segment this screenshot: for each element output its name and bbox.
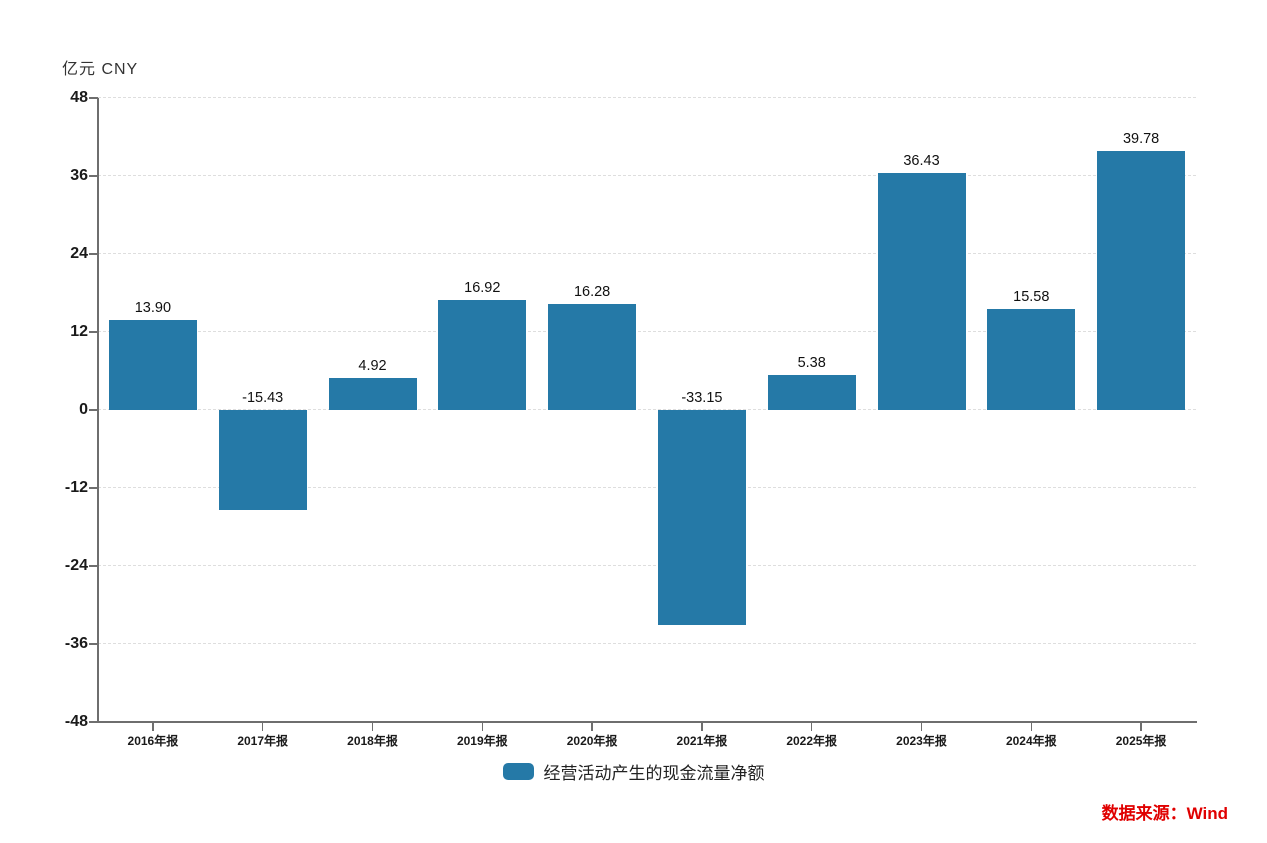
x-axis-tick	[1140, 723, 1142, 731]
bar-value-label: 36.43	[903, 153, 940, 170]
legend[interactable]: 经营活动产生的现金流量净额	[0, 759, 1267, 784]
bar[interactable]	[328, 378, 417, 410]
bar-value-label: -33.15	[681, 390, 723, 406]
y-axis-tick-label: -48	[64, 713, 88, 730]
x-axis-tick-label: 2019年报	[456, 734, 508, 748]
x-axis-tick	[591, 723, 593, 731]
x-axis-tick	[152, 723, 154, 731]
x-axis-tick	[810, 723, 813, 731]
gridline	[98, 565, 1196, 567]
gridline	[98, 253, 1196, 255]
legend-swatch-icon	[502, 763, 534, 780]
y-axis-tick	[89, 253, 98, 255]
gridline	[98, 175, 1196, 177]
y-axis-tick-label: 12	[70, 323, 88, 340]
y-axis-tick-label: -24	[64, 557, 88, 574]
x-axis-tick-label: 2025年报	[1115, 734, 1167, 748]
y-axis-tick	[89, 565, 98, 567]
gridline	[98, 331, 1196, 333]
y-axis-tick	[89, 97, 98, 99]
bar[interactable]	[877, 173, 966, 410]
x-axis-tick-label: 2021年报	[676, 734, 728, 748]
legend-label: 经营活动产生的现金流量净额	[543, 764, 765, 783]
y-axis-tick	[89, 331, 98, 333]
gridline	[98, 643, 1196, 645]
bar[interactable]	[987, 308, 1076, 410]
x-axis-tick-label: 2022年报	[786, 734, 838, 748]
bar-value-label: -15.43	[242, 390, 284, 406]
x-axis-tick-label: 2020年报	[566, 734, 618, 748]
y-axis-tick	[89, 487, 98, 489]
y-axis-tick-label: 0	[79, 401, 88, 418]
x-axis-tick-label: 2017年报	[237, 734, 289, 748]
y-axis-tick	[89, 643, 98, 645]
y-axis-tick-label: 36	[70, 167, 88, 184]
bar-value-label: 39.78	[1122, 131, 1160, 148]
x-axis-tick	[261, 723, 264, 731]
data-source-label: 数据来源：Wind	[1101, 804, 1228, 823]
gridline	[98, 97, 1196, 99]
x-axis-tick	[1030, 723, 1033, 731]
x-axis-tick-label: 2016年报	[127, 734, 179, 748]
bar-value-label: 4.92	[358, 358, 387, 375]
y-axis-tick	[89, 409, 98, 411]
bar-value-label: 16.28	[573, 284, 611, 301]
bar[interactable]	[767, 375, 856, 410]
x-axis-line	[97, 721, 1197, 723]
bar[interactable]	[218, 410, 307, 511]
y-axis-tick	[89, 721, 98, 723]
y-axis-tick	[89, 175, 98, 177]
x-axis-tick	[481, 723, 484, 731]
y-axis-tick-label: 48	[70, 89, 88, 106]
x-axis-tick	[701, 723, 703, 731]
bar[interactable]	[548, 304, 637, 410]
gridline	[98, 487, 1196, 489]
bar-value-label: 5.38	[797, 355, 826, 372]
bar-value-label: 13.90	[134, 299, 172, 316]
x-axis-tick-label: 2018年报	[347, 734, 398, 748]
x-axis-tick-label: 2023年报	[896, 734, 947, 748]
bar-value-label: 15.58	[1013, 288, 1050, 305]
y-axis-unit-label: 亿元 CNY	[62, 61, 139, 78]
y-axis-tick-label: -12	[64, 479, 88, 496]
bar[interactable]	[438, 300, 527, 410]
x-axis-tick	[920, 723, 923, 731]
y-axis-tick-label: 24	[70, 245, 88, 262]
y-axis-line	[97, 98, 99, 722]
y-axis-tick-label: -36	[64, 635, 88, 652]
bar[interactable]	[1097, 151, 1186, 410]
bar[interactable]	[657, 410, 746, 626]
gridline	[98, 409, 1196, 411]
bar-value-label: 16.92	[464, 280, 501, 297]
bar[interactable]	[108, 319, 197, 410]
x-axis-tick-label: 2024年报	[1005, 734, 1057, 748]
x-axis-tick	[371, 723, 374, 731]
